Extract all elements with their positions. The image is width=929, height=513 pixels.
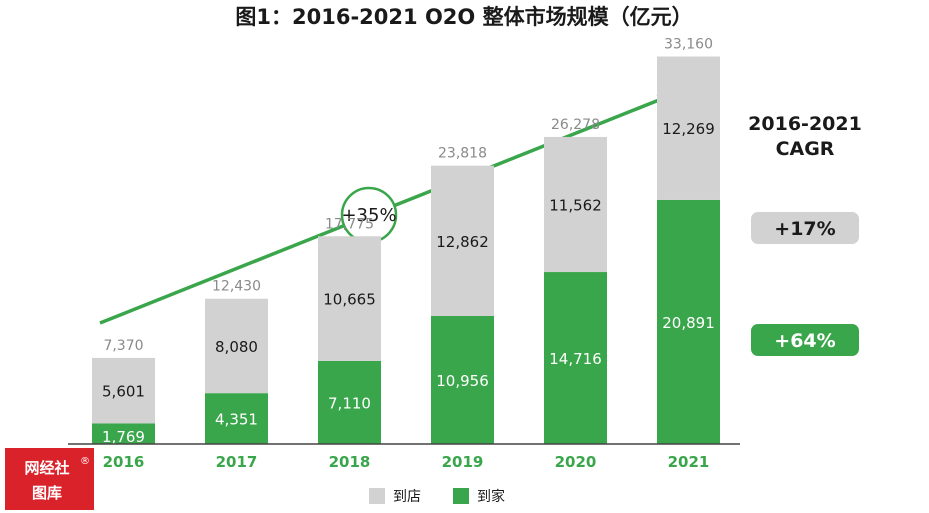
legend-swatch-store	[369, 488, 385, 504]
chart-title: 图1：2016-2021 O2O 整体市场规模（亿元）	[235, 5, 692, 29]
bar-store-2021	[657, 56, 720, 200]
bar-store-2020	[544, 136, 607, 273]
bar-home-2018	[318, 360, 381, 444]
bar-store-2017	[205, 298, 268, 394]
x-tick-label-2019: 2019	[442, 453, 484, 471]
x-tick-label-2017: 2017	[216, 453, 258, 471]
bar-home-label-2017: 4,351	[215, 411, 258, 429]
bar-store-label-2020: 11,562	[549, 196, 602, 214]
bar-home-2016	[92, 423, 155, 444]
bar-total-label-2016: 7,370	[103, 338, 143, 354]
bar-home-label-2019: 10,956	[436, 372, 489, 390]
bar-store-2018	[318, 236, 381, 361]
bar-home-label-2020: 14,716	[549, 350, 602, 368]
watermark-line1: 网经社	[24, 459, 69, 477]
bar-store-2019	[431, 165, 494, 316]
bar-total-label-2021: 33,160	[664, 37, 713, 53]
x-tick-label-2016: 2016	[103, 453, 145, 471]
bar-home-label-2016: 1,769	[102, 428, 145, 446]
cagr-store-value: +17%	[774, 218, 835, 240]
legend-label-store: 到店	[393, 489, 421, 505]
bars-group: 1,769 5,601 7,370 2016 4,351 8,080 12,430 2017 7…	[92, 37, 720, 471]
bar-store-2016	[92, 357, 155, 424]
growth-arrow-label: +35%	[341, 205, 396, 226]
bar-total-label-2018: 17,775	[325, 216, 374, 232]
bar-home-2019	[431, 315, 494, 444]
bar-home-2021	[657, 199, 720, 444]
bar-store-label-2021: 12,269	[662, 120, 715, 138]
x-tick-label-2021: 2021	[668, 453, 710, 471]
cagr-home-value: +64%	[774, 330, 835, 352]
cagr-title-line2: CAGR	[776, 138, 835, 160]
legend-label-home: 到家	[477, 488, 505, 505]
bar-home-label-2018: 7,110	[328, 394, 371, 412]
watermark-logo	[5, 448, 94, 510]
bar-home-2020	[544, 272, 607, 444]
bar-total-label-2020: 26,278	[551, 117, 600, 133]
bar-total-label-2017: 12,430	[212, 279, 261, 295]
bar-home-2017	[205, 393, 268, 444]
bar-store-label-2017: 8,080	[215, 338, 258, 356]
bar-home-label-2021: 20,891	[662, 314, 715, 332]
legend-swatch-home	[453, 488, 469, 504]
watermark-line2: 图库	[32, 484, 62, 502]
cagr-home-badge	[751, 324, 859, 356]
x-tick-label-2018: 2018	[329, 453, 371, 471]
bar-store-label-2016: 5,601	[102, 383, 145, 401]
bar-store-label-2018: 10,665	[323, 291, 376, 309]
cagr-title-line1: 2016-2021	[748, 113, 862, 135]
bar-total-label-2019: 23,818	[438, 146, 487, 162]
cagr-store-badge	[751, 212, 859, 244]
watermark-registered-mark: ®	[80, 456, 90, 467]
bar-store-label-2019: 12,862	[436, 233, 489, 251]
x-tick-label-2020: 2020	[555, 453, 597, 471]
